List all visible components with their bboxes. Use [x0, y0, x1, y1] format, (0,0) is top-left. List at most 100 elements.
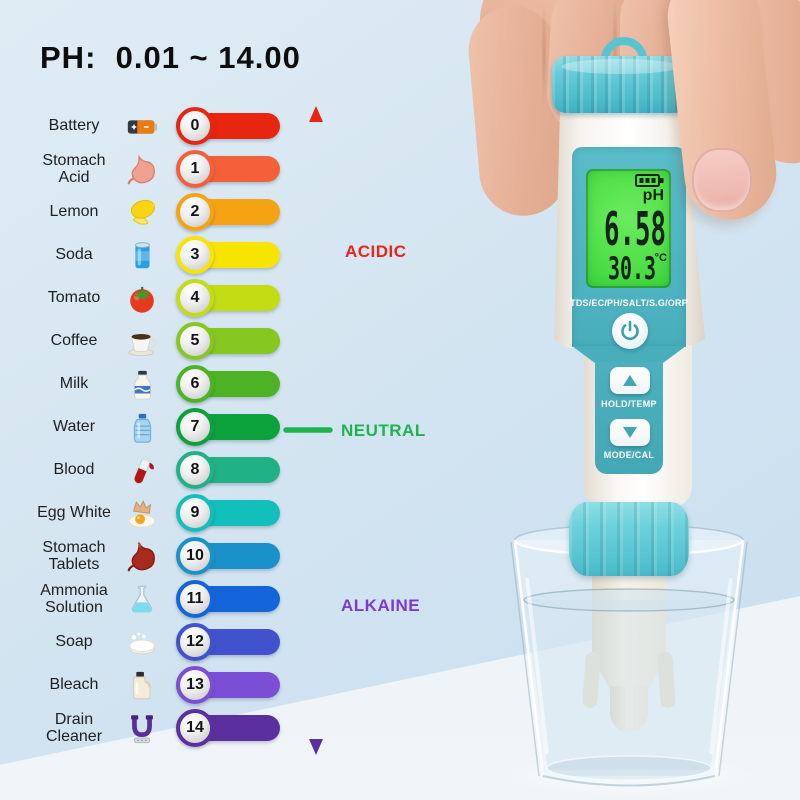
- hold-temp-button: [610, 367, 650, 394]
- ph-number: 0: [190, 117, 200, 134]
- ph-scale-list: Battery 0 Stomach Acid 1 Lemon 2 Soda: [28, 105, 288, 750]
- ph-number-circle: 7: [176, 408, 214, 446]
- lcd-content: pH 6.58 30.3 °C: [604, 174, 667, 287]
- bleach-icon: [120, 668, 164, 704]
- egg-icon: [120, 496, 164, 532]
- alkaline-arrowhead-icon: [309, 739, 323, 755]
- ph-scale-row: Soda 3: [28, 234, 288, 277]
- lcd-unit-label: pH: [643, 187, 664, 204]
- front-panel-taper: [572, 346, 686, 363]
- blood-icon: [120, 453, 164, 489]
- water-glass-front: [510, 539, 748, 787]
- ph-gradient-arrow: [283, 106, 333, 755]
- ph-pill: 11: [176, 578, 280, 621]
- item-label: Soap: [55, 633, 93, 651]
- ph-scale-row: Coffee 5: [28, 320, 288, 363]
- ph-pill: 9: [176, 492, 280, 535]
- item-label: Soda: [55, 246, 93, 264]
- ph-pill: 8: [176, 449, 280, 492]
- lcd-screen: pH 6.58 30.3 °C: [586, 169, 671, 288]
- acidic-label: ACIDIC: [345, 242, 407, 261]
- item-label: Stomach Acid: [42, 151, 106, 186]
- soap-icon: [120, 625, 164, 661]
- coffee-icon: [120, 324, 164, 360]
- lcd-reading: 6.58: [604, 202, 666, 256]
- ph-number-circle: 11: [176, 580, 214, 618]
- ph-pill: 4: [176, 277, 280, 320]
- ph-number: 9: [190, 504, 200, 521]
- ph-pill: 13: [176, 664, 280, 707]
- ph-number-circle: 10: [176, 537, 214, 575]
- stomach-tablets-icon: [120, 539, 164, 575]
- ph-pill: 14: [176, 707, 280, 750]
- ph-number-circle: 3: [176, 236, 214, 274]
- ph-pill: 12: [176, 621, 280, 664]
- ph-pill: 10: [176, 535, 280, 578]
- ph-number-circle: 1: [176, 150, 214, 188]
- milk-icon: [120, 367, 164, 403]
- ph-pill: 5: [176, 320, 280, 363]
- mode-cal-button: [610, 419, 650, 446]
- drain-pipe-icon: [120, 711, 164, 747]
- ph-scale-row: Battery 0: [28, 105, 288, 148]
- ph-number-circle: 12: [176, 623, 214, 661]
- lcd-temperature-unit: °C: [655, 252, 667, 264]
- acidic-arrowhead-icon: [309, 106, 323, 122]
- ph-number: 6: [190, 375, 200, 392]
- ph-number: 3: [190, 246, 200, 263]
- item-label: Coffee: [50, 332, 98, 350]
- page-title: PH: 0.01 ~ 14.00: [40, 40, 301, 75]
- electrode-tip: [610, 686, 648, 732]
- flask-icon: [120, 582, 164, 618]
- ph-number-circle: 9: [176, 494, 214, 532]
- ph-scale-row: Lemon 2: [28, 191, 288, 234]
- alkaline-label: ALKAINE: [341, 596, 421, 615]
- item-label: Blood: [53, 461, 95, 479]
- soda-can-icon: [120, 238, 164, 274]
- ph-number: 5: [190, 332, 200, 349]
- lcd-temperature: 30.3: [608, 251, 656, 287]
- ph-pill: 6: [176, 363, 280, 406]
- battery-level-icon: [635, 174, 664, 187]
- item-label: Lemon: [49, 203, 99, 221]
- item-label: Battery: [48, 117, 100, 135]
- item-label: Stomach Tablets: [42, 538, 106, 573]
- power-icon: [621, 320, 639, 340]
- finger-crease: [541, 4, 547, 104]
- ph-number: 2: [190, 203, 200, 220]
- ph-scale-row: Blood 8: [28, 449, 288, 492]
- fingernail: [692, 148, 752, 212]
- ph-number: 1: [190, 160, 200, 177]
- ph-scale-row: Tomato 4: [28, 277, 288, 320]
- meter-cap: [552, 56, 689, 113]
- item-label: Ammonia Solution: [40, 581, 108, 616]
- ph-number-circle: 5: [176, 322, 214, 360]
- probe-collar: [569, 502, 689, 576]
- ph-number-circle: 8: [176, 451, 214, 489]
- ph-number: 12: [186, 633, 204, 650]
- up-arrow-icon: [623, 375, 637, 386]
- modes-label: TDS/EC/PH/SALT/S.G/ORP: [570, 298, 688, 308]
- item-label: Bleach: [49, 676, 99, 694]
- ph-number: 13: [186, 676, 204, 693]
- mode-cal-label: MODE/CAL: [603, 450, 655, 460]
- ph-scale-row: Stomach Acid 1: [28, 148, 288, 191]
- ph-scale-row: Egg White 9: [28, 492, 288, 535]
- ph-scale-row: Milk 6: [28, 363, 288, 406]
- down-arrow-icon: [623, 427, 637, 438]
- ph-number-circle: 4: [176, 279, 214, 317]
- ph-pill: 1: [176, 148, 280, 191]
- ph-number-circle: 2: [176, 193, 214, 231]
- ph-pill: 7: [176, 406, 280, 449]
- item-label: Milk: [59, 375, 89, 393]
- item-label: Tomato: [47, 289, 101, 307]
- lemon-icon: [120, 195, 164, 231]
- ph-scale-row: Soap 12: [28, 621, 288, 664]
- item-label: Water: [52, 418, 96, 436]
- ph-scale-row: Bleach 13: [28, 664, 288, 707]
- neutral-label: NEUTRAL: [341, 421, 426, 440]
- stomach-icon: [120, 152, 164, 188]
- ph-pill: 2: [176, 191, 280, 234]
- ph-number: 14: [186, 719, 204, 736]
